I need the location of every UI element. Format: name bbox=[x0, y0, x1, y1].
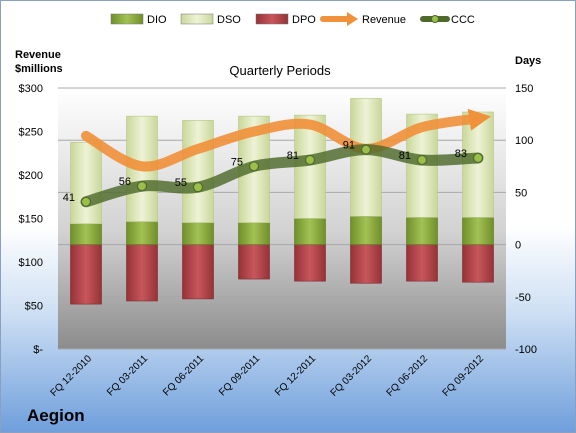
category-label: FQ 12-2010 bbox=[49, 353, 95, 399]
dio-bar bbox=[406, 217, 438, 245]
category-label: FQ 12-2011 bbox=[273, 353, 318, 398]
category-label: FQ 09-2012 bbox=[441, 353, 487, 399]
legend-swatch-dpo bbox=[255, 13, 289, 25]
right-axis-label: Days bbox=[515, 55, 541, 67]
chart-title: Quarterly Periods bbox=[229, 63, 331, 78]
ccc-data-label: 56 bbox=[119, 176, 131, 188]
ccc-point bbox=[360, 144, 372, 155]
dpo-bar bbox=[126, 244, 158, 302]
ccc-data-label: 55 bbox=[175, 177, 187, 189]
legend-swatch-dio bbox=[110, 13, 144, 25]
revenue-series-line bbox=[81, 108, 492, 172]
right-tick-label: -50 bbox=[515, 292, 531, 304]
dso-bar bbox=[182, 120, 214, 223]
right-tick-label: 50 bbox=[515, 187, 527, 199]
legend-label: Revenue bbox=[362, 14, 406, 26]
category-label: FQ 03-2012 bbox=[329, 353, 375, 399]
left-axis-label-line1: Revenue bbox=[15, 49, 61, 61]
ccc-point bbox=[416, 154, 428, 166]
ccc-data-label: 81 bbox=[399, 150, 411, 162]
dio-bar bbox=[126, 221, 158, 245]
right-tick-label: 100 bbox=[515, 135, 533, 147]
right-tick-label: -100 bbox=[515, 344, 537, 356]
dio-bar bbox=[70, 223, 102, 245]
dio-bar bbox=[238, 222, 270, 245]
company-name: Aegion bbox=[27, 406, 85, 425]
ccc-data-labels: 41 56 55 75 81 91 81 83 bbox=[63, 140, 467, 204]
ccc-data-label: 91 bbox=[343, 140, 355, 152]
category-labels: FQ 12-2010 FQ 03-2011 FQ 06-2011 FQ 09-2011… bbox=[49, 353, 487, 399]
left-tick-label: $50 bbox=[25, 301, 43, 313]
dpo-bar bbox=[70, 244, 102, 305]
ccc-point bbox=[304, 154, 316, 166]
ccc-point bbox=[80, 196, 92, 207]
left-axis-ticks: $- $50 $100 $150 $200 $250 $300 bbox=[19, 83, 44, 356]
dpo-bar bbox=[182, 244, 214, 300]
legend-label: DIO bbox=[147, 14, 167, 26]
dso-bar bbox=[70, 141, 102, 225]
left-axis-label-line2: $millions bbox=[15, 63, 63, 75]
category-label: FQ 06-2012 bbox=[385, 353, 431, 399]
right-tick-label: 150 bbox=[515, 83, 533, 95]
ccc-point bbox=[192, 182, 204, 193]
dpo-bar bbox=[462, 244, 494, 283]
left-tick-label: $150 bbox=[19, 214, 43, 226]
right-axis-ticks: -100 -50 0 50 100 150 bbox=[515, 83, 537, 356]
ccc-point bbox=[472, 152, 484, 164]
dio-bar bbox=[350, 216, 382, 245]
category-label: FQ 06-2011 bbox=[161, 353, 206, 398]
dio-bar bbox=[294, 218, 326, 245]
category-label: FQ 09-2011 bbox=[217, 353, 262, 398]
legend-swatch-ccc-point bbox=[431, 15, 439, 23]
legend-swatch-dso bbox=[180, 13, 214, 25]
ccc-data-label: 75 bbox=[231, 156, 243, 168]
dpo-bar bbox=[406, 244, 438, 282]
dpo-bar bbox=[350, 244, 382, 284]
ccc-point bbox=[136, 181, 148, 192]
ccc-data-label: 81 bbox=[287, 150, 299, 162]
dso-bar bbox=[350, 98, 382, 217]
dio-bar bbox=[462, 217, 494, 245]
dpo-bar bbox=[294, 244, 326, 282]
left-tick-label: $- bbox=[33, 344, 43, 356]
ccc-points bbox=[80, 144, 484, 207]
ccc-data-label: 41 bbox=[63, 192, 75, 204]
left-tick-label: $200 bbox=[19, 170, 43, 182]
ccc-point bbox=[248, 161, 260, 172]
legend-swatch-revenue-arrow bbox=[347, 12, 358, 26]
right-tick-label: 0 bbox=[515, 240, 521, 252]
ccc-data-label: 83 bbox=[455, 148, 467, 160]
legend: DIO DSO DPO Revenue CCC bbox=[110, 12, 475, 26]
left-tick-label: $300 bbox=[19, 83, 43, 95]
left-tick-label: $250 bbox=[19, 127, 43, 139]
category-label: FQ 03-2011 bbox=[105, 353, 150, 398]
dpo-bar bbox=[238, 244, 270, 280]
left-tick-label: $100 bbox=[19, 257, 43, 269]
legend-label: DSO bbox=[217, 14, 241, 26]
dio-bar bbox=[182, 222, 214, 245]
legend-label: DPO bbox=[292, 14, 316, 26]
dso-bar bbox=[462, 111, 494, 218]
legend-label: CCC bbox=[451, 14, 475, 26]
